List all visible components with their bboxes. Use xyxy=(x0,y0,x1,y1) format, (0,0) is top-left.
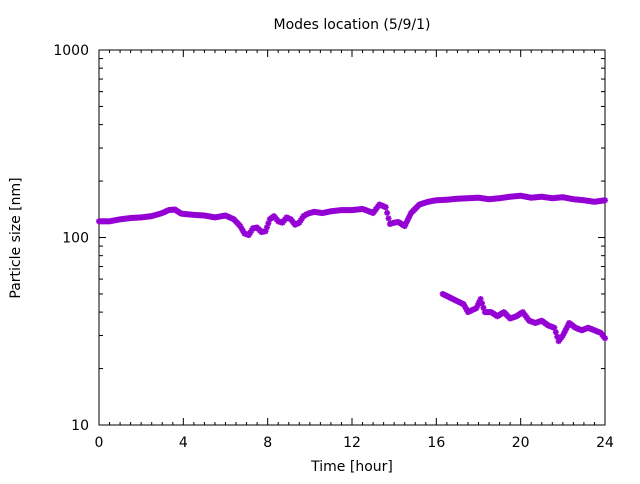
x-tick-label: 8 xyxy=(263,435,272,451)
tick-layer: 0 4 8 12 16 20 24 10 100 1000 xyxy=(53,43,614,451)
data-point xyxy=(551,324,558,331)
data-point xyxy=(602,335,608,342)
y-tick-label: 100 xyxy=(62,231,89,247)
y-tick-label: 10 xyxy=(71,418,89,434)
data-point xyxy=(552,329,559,336)
x-tick-label: 20 xyxy=(512,435,530,451)
data-point xyxy=(385,215,392,222)
y-axis-label: Particle size [nm] xyxy=(8,177,24,298)
data-point xyxy=(384,209,391,216)
x-axis-label: Time [hour] xyxy=(310,459,393,475)
x-tick-label: 16 xyxy=(427,435,445,451)
data-point xyxy=(602,197,608,204)
x-tick-label: 12 xyxy=(343,435,361,451)
data-point xyxy=(382,204,389,211)
y-tick-label: 1000 xyxy=(53,43,89,59)
chart-title: Modes location (5/9/1) xyxy=(274,17,431,33)
x-tick-label: 0 xyxy=(95,435,104,451)
plot-frame xyxy=(98,49,606,426)
x-tick-label: 4 xyxy=(179,435,188,451)
x-tick-label: 24 xyxy=(596,435,614,451)
points-layer xyxy=(96,192,608,345)
